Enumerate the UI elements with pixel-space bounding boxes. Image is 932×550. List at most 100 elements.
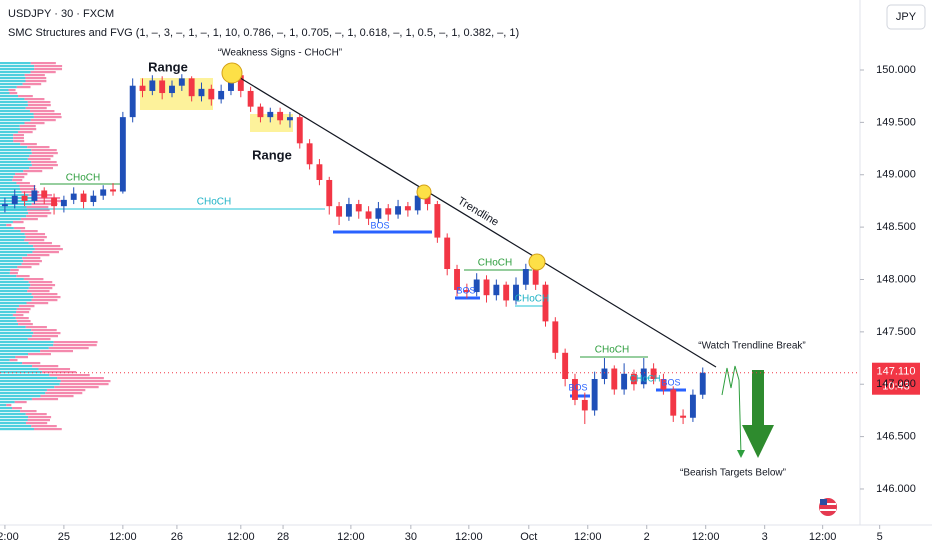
annotation: BOS (370, 220, 389, 230)
candle-body (60, 199, 67, 207)
profile-bar (0, 299, 32, 302)
profile-bar (0, 221, 13, 224)
countdown: 10:43 (882, 381, 910, 393)
profile-bar (0, 158, 28, 161)
profile-bar (9, 272, 18, 275)
candle-body (149, 80, 156, 91)
profile-bar (0, 251, 33, 254)
profile-bar (0, 161, 32, 164)
profile-bar (53, 344, 97, 347)
candle-body (463, 289, 470, 293)
profile-bar (0, 371, 42, 374)
profile-bar (24, 98, 45, 101)
indicator-label: SMC Structures and FVG (1, –, 3, –, 1, –… (8, 27, 519, 39)
profile-bar (19, 185, 36, 188)
profile-bar (0, 365, 33, 368)
profile-bar (0, 179, 13, 182)
annotation: CHoCH (595, 345, 629, 356)
candle-body (286, 117, 293, 121)
profile-bar (14, 401, 27, 404)
profile-bar (20, 410, 37, 413)
candle-body (1, 204, 8, 207)
profile-bar (21, 191, 40, 194)
candle-body (237, 75, 244, 91)
candle-body (100, 189, 107, 196)
profile-bar (0, 242, 29, 245)
profile-bar (0, 404, 7, 407)
profile-bar (0, 254, 28, 257)
candle-body (493, 284, 500, 296)
profile-bar (34, 248, 63, 251)
profile-bar (28, 194, 52, 197)
profile-bar (27, 209, 50, 212)
profile-bar (54, 386, 99, 389)
profile-bar (33, 332, 61, 335)
profile-bar (0, 86, 17, 89)
profile-bar (27, 158, 51, 161)
candle-body (650, 368, 657, 379)
bearish-arrow (742, 370, 774, 458)
profile-bar (18, 323, 33, 326)
profile-bar (13, 134, 24, 137)
currency[interactable]: JPY (896, 11, 917, 23)
profile-bar (0, 176, 14, 179)
profile-bar (0, 278, 24, 281)
annotation: BOS (661, 377, 680, 387)
flag-stripe (820, 509, 836, 511)
profile-bar (25, 326, 47, 329)
profile-bar (0, 113, 34, 116)
candle-body (277, 111, 284, 121)
annotation: CHoCH (515, 294, 549, 305)
currency-box[interactable] (886, 4, 926, 30)
profile-bar (0, 374, 50, 377)
candle-body (395, 206, 402, 215)
profile-bar (0, 149, 32, 152)
profile-bar (0, 140, 14, 143)
profile-bar (0, 275, 17, 278)
annotation: CHoCH (197, 197, 231, 208)
x-tick-label: 2 (644, 531, 650, 543)
profile-bar (0, 263, 22, 266)
profile-bar (20, 218, 38, 221)
profile-bar (45, 392, 83, 395)
x-tick-label: 12:00 (0, 531, 19, 543)
profile-bar (33, 116, 62, 119)
candle-body (503, 284, 510, 301)
profile-bar (24, 233, 46, 236)
profile-bar (27, 101, 51, 104)
profile-bar (0, 77, 26, 80)
profile-bar (0, 239, 25, 242)
profile-bar (48, 347, 89, 350)
profile-bar (0, 335, 32, 338)
x-tick-label: 12:00 (227, 531, 255, 543)
profile-bar (16, 311, 30, 314)
profile-bar (0, 185, 20, 188)
candle-body (630, 373, 637, 385)
profile-bar (29, 110, 55, 113)
profile-bar (23, 170, 43, 173)
profile-bar (18, 95, 33, 98)
profile-bar (33, 296, 61, 299)
annotation: CHoCH (66, 173, 100, 184)
profile-bar (0, 308, 17, 311)
profile-bar (0, 395, 41, 398)
candle-body (336, 206, 343, 217)
profile-bar (0, 209, 28, 212)
profile-bar (0, 98, 25, 101)
candle-body (326, 179, 333, 207)
profile-bar (30, 284, 56, 287)
profile-bar (0, 368, 39, 371)
profile-bar (0, 401, 15, 404)
profile-bar (31, 203, 58, 206)
profile-bar (22, 83, 42, 86)
profile-bar (0, 380, 61, 383)
candle-body (218, 90, 225, 100)
candle-body (640, 368, 647, 385)
profile-bar (31, 161, 57, 164)
profile-bar (6, 404, 12, 407)
profile-bar (27, 338, 51, 341)
candle-body (208, 88, 215, 100)
profile-bar (19, 188, 37, 191)
candle-body (404, 206, 411, 211)
